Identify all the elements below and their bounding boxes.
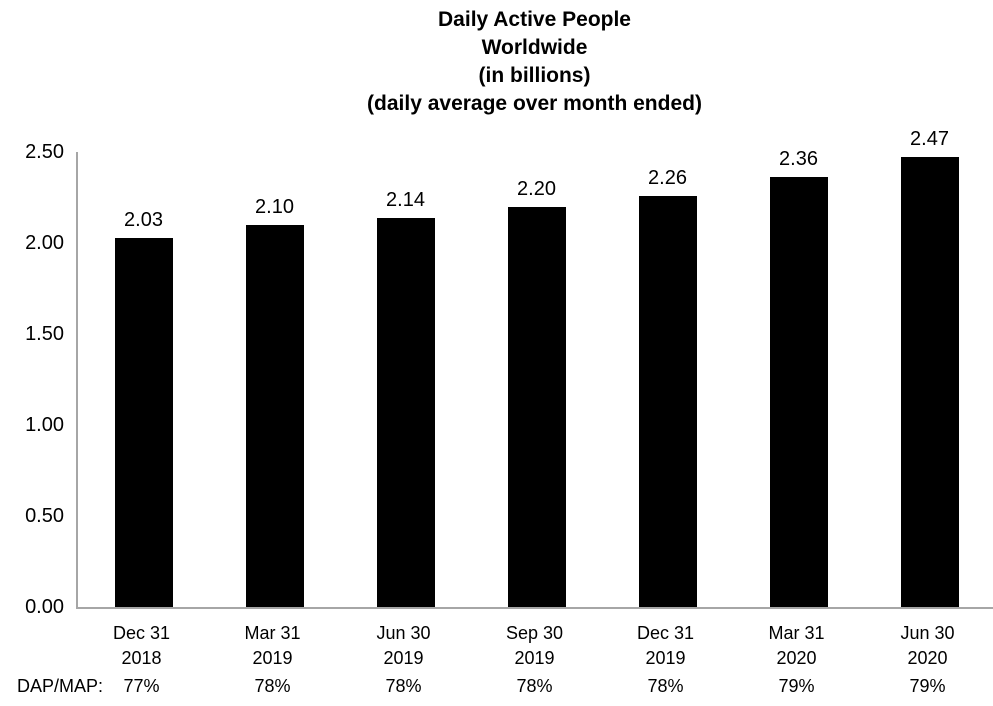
x-axis-label: Jun 30 2019: [338, 621, 469, 671]
dap-map-value: 78%: [385, 676, 422, 696]
x-axis-label-line: 2019: [252, 648, 293, 668]
x-axis-label: Dec 31 2018: [76, 621, 207, 671]
chart-title: Daily Active People Worldwide (in billio…: [76, 6, 993, 118]
bar-value-label: 2.20: [517, 177, 556, 200]
x-axis-label: Sep 30 2019: [469, 621, 600, 671]
dap-map-value: 79%: [909, 676, 946, 696]
bar: [114, 237, 173, 607]
chart-title-line-2: Worldwide: [481, 36, 588, 59]
dap-map-value: 79%: [778, 676, 815, 696]
dap-map-value: 78%: [647, 676, 684, 696]
y-axis: 0.00 0.50 1.00 1.50 2.00 2.50: [0, 141, 64, 618]
bar-column: 2.10: [209, 152, 340, 607]
bar: [900, 157, 959, 607]
y-axis-tick-label: 0.00: [25, 596, 64, 618]
y-axis-tick-label: 1.00: [25, 414, 64, 436]
chart-title-line-1: Daily Active People: [438, 8, 631, 31]
y-axis-tick-label: 0.50: [25, 505, 64, 527]
bar-value-label: 2.26: [648, 166, 687, 189]
bar-column: 2.03: [78, 152, 209, 607]
x-axis-label-line: 2020: [907, 648, 948, 668]
bar-column: 2.20: [471, 152, 602, 607]
x-axis-label-line: 2020: [776, 648, 817, 668]
dap-map-values: 77% 78% 78% 78% 78% 79% 79%: [76, 674, 993, 702]
plot-area: 2.03 2.10 2.14 2.20 2.26 2.36 2.47: [76, 128, 993, 609]
dap-map-label: DAP/MAP:: [17, 676, 104, 696]
bar-value-label: 2.47: [910, 128, 949, 151]
dap-map-value: 78%: [516, 676, 553, 696]
y-axis-tick-label: 2.50: [25, 141, 64, 163]
y-axis-tick-label: 2.00: [25, 232, 64, 254]
bar: [638, 195, 697, 607]
bar-column: 2.47: [864, 128, 993, 607]
dap-map-value: 77%: [123, 676, 160, 696]
x-axis-label: Mar 31 2019: [207, 621, 338, 671]
bar-column: 2.36: [733, 148, 864, 607]
chart-title-line-4: (daily average over month ended): [367, 92, 702, 115]
dap-map-value: 78%: [254, 676, 291, 696]
x-axis-label-line: 2018: [121, 648, 162, 668]
x-axis-label: Jun 30 2020: [862, 621, 993, 671]
x-axis-label-line: Mar 31: [768, 623, 825, 643]
x-axis-label-line: Sep 30: [505, 623, 564, 643]
x-axis-label-line: 2019: [645, 648, 686, 668]
x-axis-label: Dec 31 2019: [600, 621, 731, 671]
x-axis-label-line: Dec 31: [112, 623, 171, 643]
bar-value-label: 2.03: [124, 208, 163, 231]
x-axis-label-line: Jun 30: [376, 623, 431, 643]
bar: [507, 206, 566, 607]
x-axis-label-line: Dec 31: [636, 623, 695, 643]
bar: [376, 217, 435, 607]
x-axis-label-line: Jun 30: [900, 623, 955, 643]
x-axis-label-line: 2019: [383, 648, 424, 668]
x-axis-label-line: Mar 31: [244, 623, 301, 643]
bar-column: 2.26: [602, 152, 733, 607]
x-axis-label-line: 2019: [514, 648, 555, 668]
bar: [769, 177, 828, 607]
x-axis-label: Mar 31 2020: [731, 621, 862, 671]
chart-title-line-3: (in billions): [478, 64, 591, 87]
y-axis-tick-label: 1.50: [25, 323, 64, 345]
bar-value-label: 2.14: [386, 188, 425, 211]
bar: [245, 224, 304, 607]
bar-value-label: 2.10: [255, 195, 294, 218]
bar-value-label: 2.36: [779, 148, 818, 171]
bar-column: 2.14: [340, 152, 471, 607]
x-axis-labels: Dec 31 2018 Mar 31 2019 Jun 30 2019 Sep 30 2019…: [76, 621, 993, 671]
dap-map-row: DAP/MAP: 77% 78% 78% 78% 78% 79% 79%: [0, 674, 993, 702]
